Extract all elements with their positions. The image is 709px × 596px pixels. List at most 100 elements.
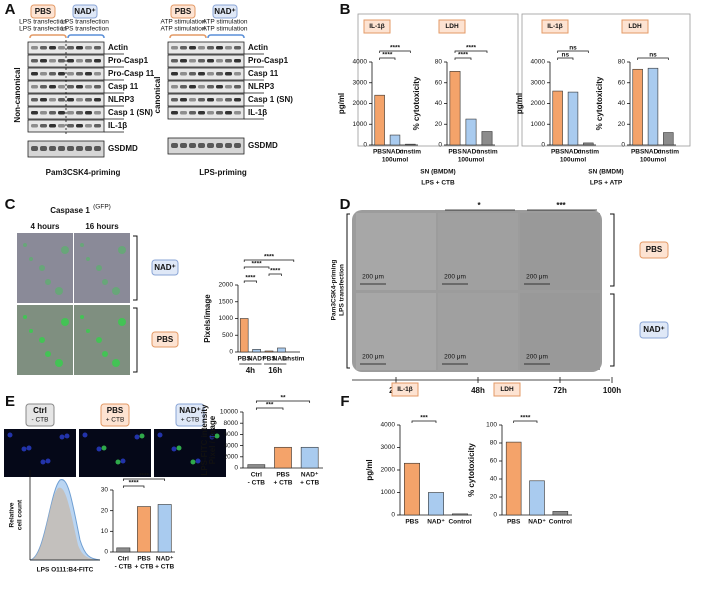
micrograph (356, 213, 436, 290)
significance: **** (129, 480, 140, 487)
x-tick-label: Ctrl (118, 556, 129, 563)
x-tick-label: PBS (238, 356, 252, 363)
bar (116, 547, 131, 553)
blot-label: Pro-Casp 11 (108, 69, 155, 78)
nucleus (195, 458, 201, 464)
blot-strip (167, 41, 245, 55)
y-tick-label: 0 (493, 512, 497, 519)
significance: *** (266, 402, 274, 409)
blot-band (67, 111, 74, 115)
blot-strip (167, 106, 245, 120)
x-tick-label: NAD⁺ (156, 556, 174, 563)
significance: **** (264, 254, 275, 261)
blot-band (189, 111, 196, 115)
micrograph (520, 293, 600, 370)
nucleus (190, 459, 196, 465)
blot-band (180, 85, 187, 89)
gfp-spot (96, 337, 102, 343)
tag-label: LDH (628, 23, 642, 30)
y-tick-label: 1000 (381, 489, 396, 496)
significance: * (477, 201, 481, 210)
blot-band (40, 98, 47, 102)
y-tick-label: 2000 (224, 454, 239, 461)
tag-label: LDH (500, 386, 514, 393)
blot-band (58, 59, 65, 63)
x-tick-label: NAD⁺ (386, 149, 404, 156)
y-tick-label: 3000 (531, 79, 546, 86)
blot-band (180, 143, 187, 148)
condition-tag (639, 241, 669, 259)
blot-band (76, 111, 83, 115)
gfp-spot (61, 246, 69, 254)
significance: **** (252, 261, 263, 268)
blot-band (58, 46, 65, 50)
blot-band (49, 98, 56, 102)
y-tick-label: 80 (435, 59, 443, 66)
blot-band (207, 85, 214, 89)
group-label: NAD⁺ (643, 325, 665, 334)
blot-band (94, 98, 101, 102)
bar (552, 90, 563, 146)
x-tick-label: PBS (448, 149, 462, 156)
y-tick-label: 40 (490, 476, 498, 483)
blot-band (180, 98, 187, 102)
nucleus (21, 446, 27, 452)
blot-strip (27, 80, 105, 94)
y-tick-label: 0 (234, 465, 238, 472)
y-tick-label: 40 (435, 100, 443, 107)
blot-band (58, 85, 65, 89)
blot-label: Casp 1 (SN) (108, 108, 153, 117)
blot-band (40, 46, 47, 50)
x-tick-label: PBS (507, 519, 521, 526)
blot-band (67, 85, 74, 89)
significance: ns (562, 52, 570, 59)
significance: **** (520, 415, 531, 422)
blot-band (234, 59, 241, 63)
blot-band (180, 59, 187, 63)
blot-strip (167, 137, 245, 155)
nucleus (82, 432, 88, 438)
nucleus (59, 434, 65, 440)
sig-bracket (411, 420, 437, 423)
sig-bracket (454, 57, 472, 60)
y-tick-label: 0 (621, 142, 625, 149)
blot-band (189, 85, 196, 89)
gfp-spot (112, 287, 120, 295)
gfp-spot (118, 246, 126, 254)
sig-bracket (637, 57, 669, 60)
blot-band (85, 72, 92, 76)
group-label: PBS (157, 335, 174, 344)
blot-band (198, 85, 205, 89)
blot-label: Pro-Casp1 (108, 56, 149, 65)
condition-note: LPS transfection (19, 26, 67, 33)
side-label: Pam3CSK4-priming (331, 260, 338, 321)
time-label: 16 hours (85, 222, 119, 231)
blot-band (198, 72, 205, 76)
x-tick-sublabel: - CTB (248, 480, 266, 487)
blot-band (94, 46, 101, 50)
sig-bracket (379, 50, 411, 53)
group-label: 16h (268, 366, 282, 375)
x-tick-label: NAD⁺ (564, 149, 582, 156)
panel-letter: E (5, 393, 15, 410)
bar (567, 91, 579, 146)
gfp-spot (29, 329, 33, 333)
y-tick-label: 4000 (224, 442, 239, 449)
blot-band (94, 111, 101, 115)
gfp-spot (80, 243, 84, 247)
condition-note: + CTB (181, 417, 200, 424)
side-label: canonical (153, 77, 162, 114)
blot-band (40, 85, 47, 89)
significance: **** (270, 268, 281, 275)
significance: **** (245, 275, 256, 282)
y-tick-label: 0 (104, 549, 108, 556)
bar (481, 131, 493, 146)
bar (405, 143, 416, 146)
group-bracket (169, 34, 207, 39)
scale-label: 200 μm (444, 354, 466, 361)
x-tick-label: NAD⁺ (462, 149, 480, 156)
y-tick-label: 30 (101, 487, 109, 494)
condition-label: NAD⁺ (214, 7, 236, 16)
blot-band (171, 46, 178, 50)
blot-band (171, 72, 178, 76)
